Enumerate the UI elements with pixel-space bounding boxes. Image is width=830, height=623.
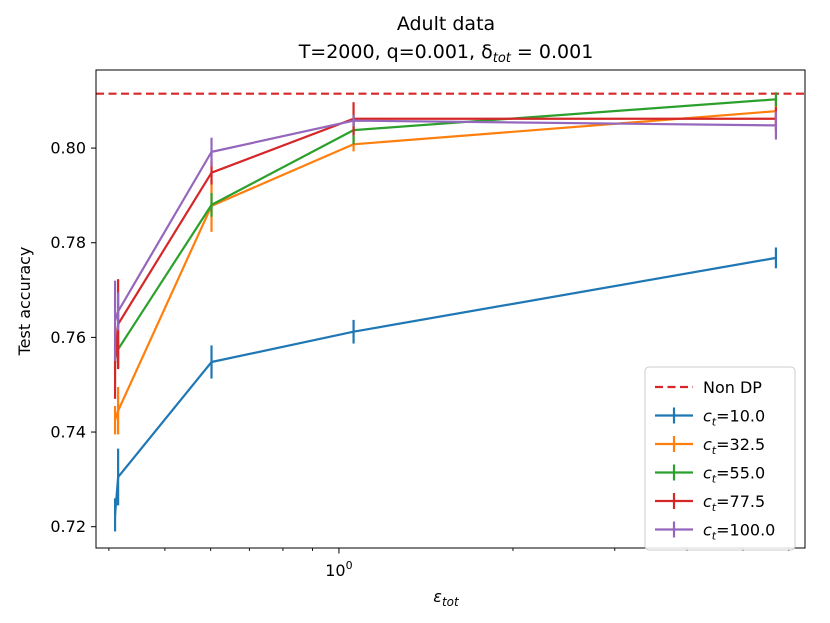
y-tick-label: 0.80 (50, 139, 86, 158)
legend-entry-1: ct=10.0 (655, 407, 765, 429)
legend-entry-2: ct=32.5 (655, 435, 765, 457)
legend-label-value: =55.0 (716, 464, 765, 483)
legend-entry-3: ct=55.0 (655, 464, 765, 486)
x-tick-label-exponent: 0 (346, 559, 353, 572)
legend-label: ct=32.5 (703, 435, 765, 457)
chart-title: Adult data T=2000, q=0.001, δtot = 0.001 (298, 13, 594, 66)
y-tick-label: 0.78 (50, 233, 86, 252)
legend-label-value: =77.5 (716, 492, 765, 511)
series-5 (113, 111, 778, 362)
y-axis-label: Test accuracy (15, 247, 34, 357)
legend-label-subscript: t (712, 530, 717, 543)
legend-box (644, 366, 796, 551)
legend-label-value: =10.0 (716, 407, 765, 426)
legend-label: ct=55.0 (703, 464, 765, 486)
x-axis-label-subscript: tot (442, 595, 460, 609)
legend-label-value: =100.0 (716, 521, 775, 540)
x-axis-label: εtot (433, 587, 460, 609)
legend-label-value: =32.5 (716, 435, 765, 454)
legend-label-main: c (703, 435, 712, 454)
legend-label: ct=77.5 (703, 492, 765, 514)
legend-entry-non-dp: Non DP (655, 378, 762, 397)
chart-title-line2-tail: = 0.001 (511, 41, 593, 63)
x-tick-label-base: 10 (325, 561, 345, 580)
legend-non-dp-label: Non DP (703, 378, 762, 397)
chart-title-line1: Adult data (397, 13, 495, 35)
legend-label-main: c (703, 521, 712, 540)
x-axis-label-main: ε (433, 587, 442, 606)
y-tick-label: 0.72 (50, 517, 86, 536)
legend-label-main: c (703, 407, 712, 426)
legend-label-main: c (703, 464, 712, 483)
legend-entry-4: ct=77.5 (655, 492, 765, 514)
chart-title-line2-head: T=2000, q=0.001, δ (298, 41, 493, 63)
legend: Non DPct=10.0ct=32.5ct=55.0ct=77.5ct=100… (644, 366, 796, 551)
legend-label: ct=10.0 (703, 407, 765, 429)
chart-title-delta-subscript: tot (493, 51, 512, 66)
legend-label-subscript: t (712, 501, 717, 514)
series-1 (113, 247, 778, 532)
x-tick-label: 100 (325, 559, 352, 580)
legend-entry-5: ct=100.0 (655, 521, 775, 543)
series-group (96, 92, 805, 532)
legend-label-subscript: t (712, 444, 717, 457)
y-tick-label: 0.74 (50, 423, 86, 442)
legend-label-subscript: t (712, 416, 717, 429)
legend-label: ct=100.0 (703, 521, 775, 543)
y-tick-label: 0.76 (50, 328, 86, 347)
axes-frame (95, 69, 806, 549)
axes: 0.72 0.74 0.76 0.78 0.80 100 (50, 69, 806, 580)
chart-title-line2: T=2000, q=0.001, δtot = 0.001 (298, 41, 594, 66)
legend-label-main: c (703, 492, 712, 511)
legend-label-subscript: t (712, 473, 717, 486)
